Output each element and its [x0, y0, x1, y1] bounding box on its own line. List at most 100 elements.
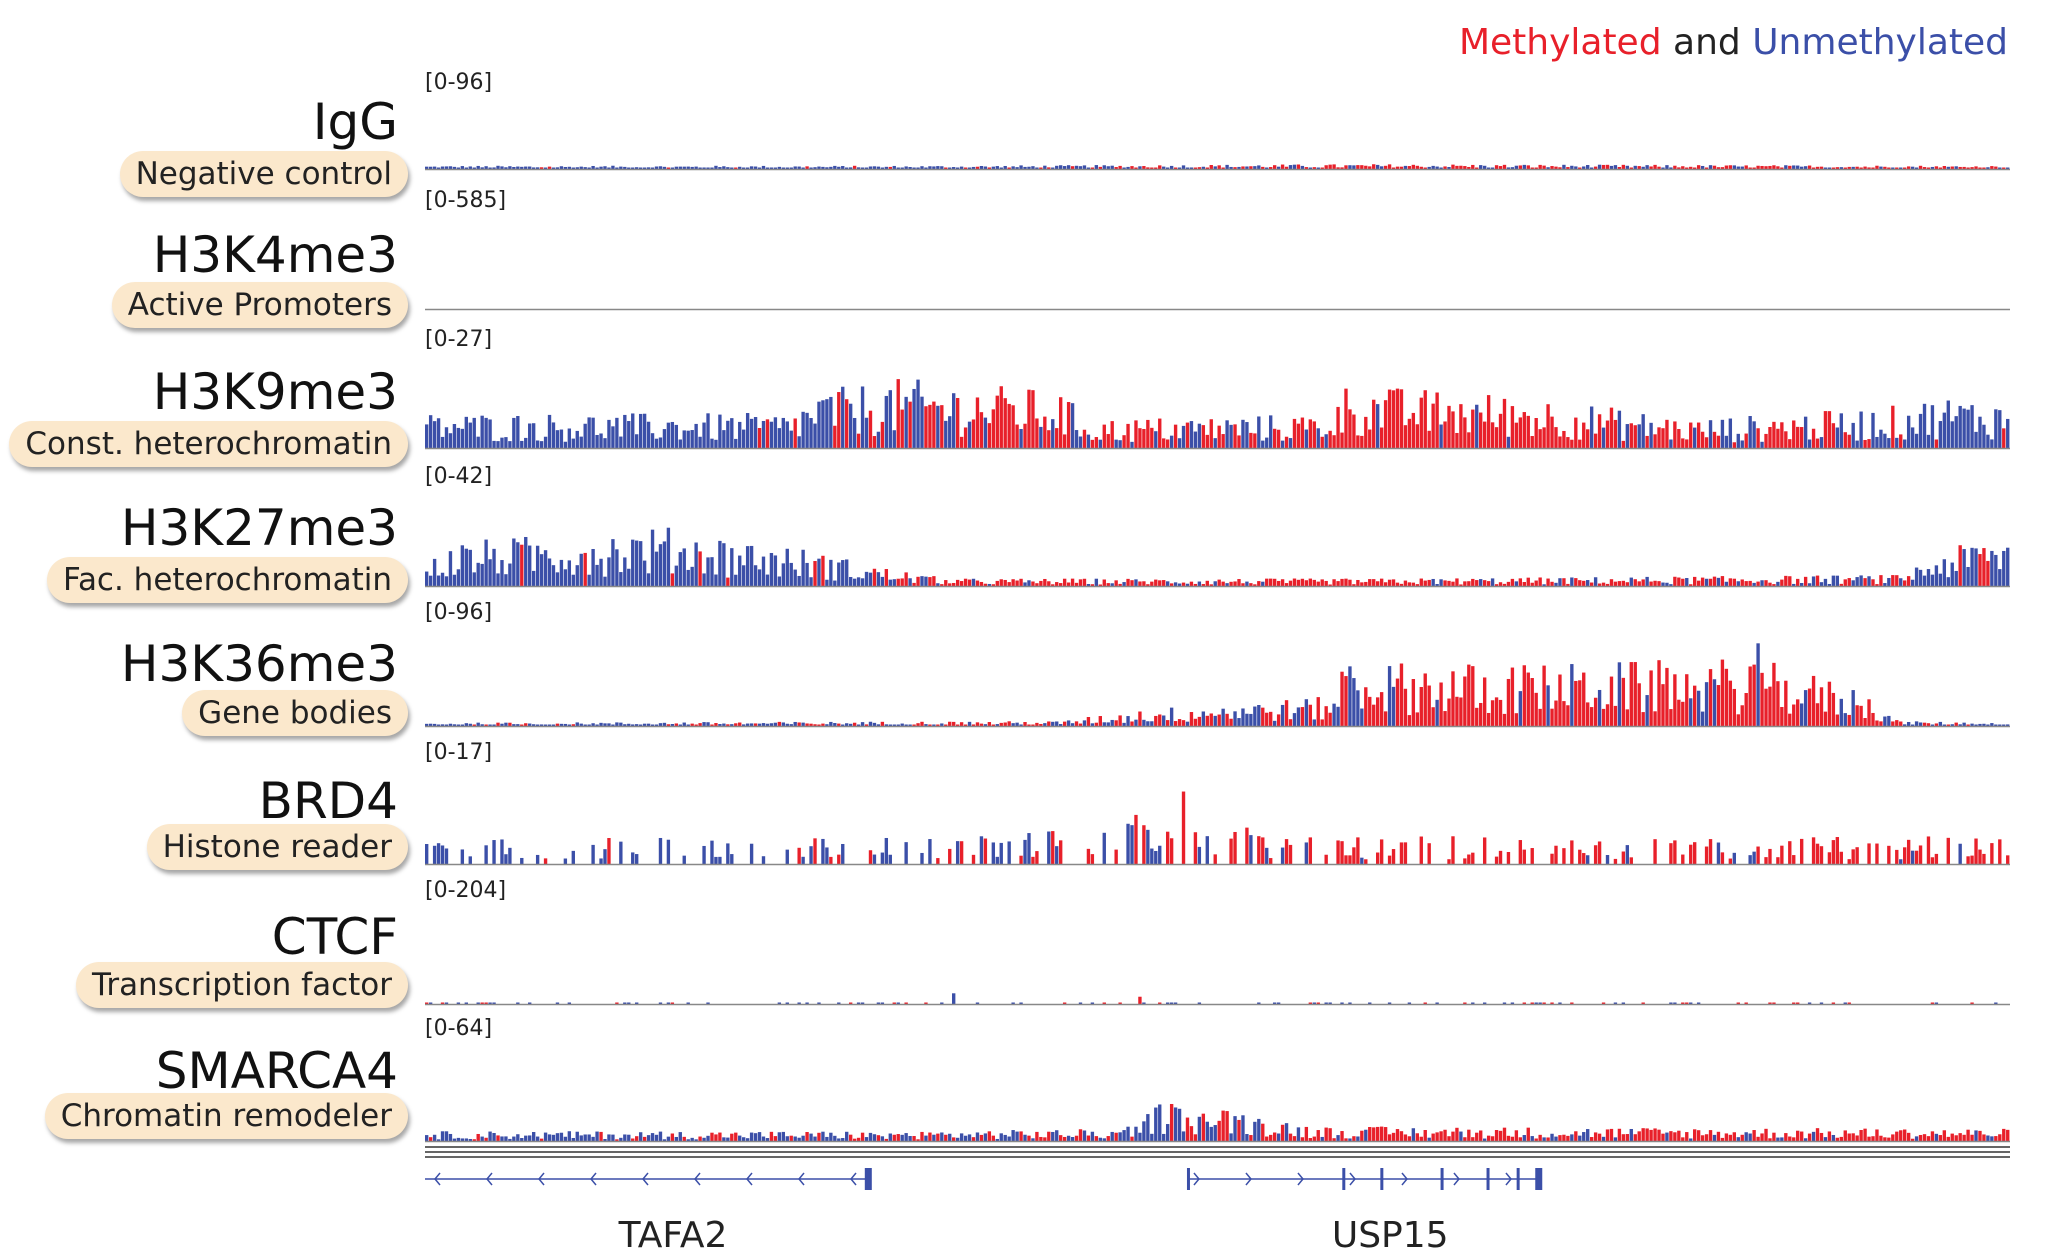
signal-bar: [1609, 1128, 1614, 1141]
signal-bar: [821, 723, 825, 726]
signal-bar: [1970, 405, 1974, 448]
signal-bar: [738, 166, 742, 169]
signal-bar: [963, 724, 968, 726]
signal-bar: [579, 1135, 583, 1141]
signal-bar: [1677, 577, 1681, 586]
signal-bar: [1150, 1133, 1154, 1141]
signal-bar: [745, 546, 750, 586]
signal-bar: [1284, 700, 1289, 726]
signal-bar: [1914, 721, 1919, 726]
signal-bar: [1265, 847, 1269, 864]
signal-bar: [1312, 1136, 1316, 1141]
signal-bar: [1090, 584, 1095, 586]
signal-bar: [1011, 166, 1015, 169]
signal-bar: [1007, 582, 1011, 586]
signal-bar: [1435, 392, 1439, 448]
signal-bar: [1887, 577, 1891, 586]
track-name: BRD4: [258, 772, 398, 830]
signal-bar: [1320, 167, 1324, 169]
signal-bar: [1914, 167, 1919, 169]
signal-bar: [1142, 166, 1146, 169]
signal-bar: [1661, 684, 1665, 726]
signal-bar: [1811, 428, 1816, 448]
signal-bar: [1435, 1132, 1439, 1141]
signal-bar: [1368, 166, 1372, 169]
signal-bar: [876, 1002, 881, 1004]
signal-bar: [1518, 417, 1523, 448]
signal-bar: [948, 848, 952, 864]
signal-bar: [1661, 582, 1665, 586]
signal-bar: [896, 379, 900, 448]
signal-bar: [1918, 722, 1923, 726]
signal-bar: [440, 436, 445, 448]
signal-bar: [1673, 674, 1677, 726]
signal-bar: [1284, 583, 1289, 586]
signal-bar: [1134, 719, 1138, 726]
signal-bar: [884, 395, 889, 448]
signal-bar: [1340, 841, 1344, 864]
signal-bar: [1942, 1130, 1947, 1141]
signal-bar: [829, 1132, 833, 1141]
signal-bar: [1593, 1132, 1598, 1141]
signal-bar: [1582, 853, 1586, 864]
signal-bar: [1906, 1132, 1911, 1141]
signal-bar: [1550, 416, 1554, 448]
signal-bar: [1693, 167, 1697, 169]
signal-bar: [852, 578, 857, 586]
signal-bar: [952, 582, 956, 586]
signal-bar: [745, 723, 750, 726]
signal-bar: [1732, 852, 1736, 864]
signal-bar: [1994, 409, 1998, 448]
signal-bar: [1348, 1002, 1352, 1004]
signal-bar: [1201, 584, 1206, 586]
signal-bar: [444, 166, 449, 169]
signal-bar: [1118, 1132, 1122, 1141]
signal-bar: [1217, 714, 1221, 726]
signal-bar: [971, 578, 976, 586]
signal-bar: [722, 166, 726, 169]
signal-bar: [1752, 582, 1756, 586]
signal-bar: [1383, 582, 1388, 586]
signal-bar: [1150, 167, 1154, 169]
signal-bar: [1546, 167, 1550, 169]
signal-bar: [448, 166, 453, 169]
signal-bar: [1847, 714, 1851, 726]
signal-bar: [1526, 577, 1530, 586]
strand-arrow: [798, 1172, 805, 1186]
signal-bar: [1815, 843, 1820, 864]
signal-bar: [1451, 164, 1455, 169]
signal-bar: [1356, 165, 1360, 169]
signal-bar: [1526, 1127, 1530, 1141]
signal-bar: [1510, 1136, 1515, 1141]
signal-bar: [892, 579, 896, 586]
signal-bar: [571, 167, 575, 169]
signal-bar: [547, 724, 552, 726]
signal-bar: [880, 167, 885, 169]
signal-bar: [1526, 672, 1530, 726]
signal-bar: [1308, 1002, 1313, 1004]
signal-bar: [1558, 436, 1562, 448]
signal-bar: [1799, 703, 1804, 726]
signal-bar: [1657, 581, 1661, 586]
signal-bar: [924, 1002, 928, 1004]
signal-bar: [595, 1131, 599, 1141]
signal-bar: [963, 578, 968, 586]
signal-bar: [1372, 704, 1376, 726]
signal-bar: [1023, 1134, 1027, 1141]
signal-bar: [1292, 578, 1297, 586]
signal-bar: [1431, 165, 1435, 169]
signal-bar: [698, 723, 702, 726]
signal-bar: [1582, 166, 1586, 169]
signal-bar: [512, 724, 516, 726]
signal-bar: [436, 724, 441, 726]
signal-bar: [1823, 1137, 1828, 1141]
signal-bar: [1934, 853, 1939, 864]
signal-bar: [1728, 680, 1733, 726]
signal-bar: [1792, 704, 1796, 726]
signal-bar: [730, 548, 734, 586]
signal-bar: [1558, 674, 1562, 726]
signal-bar: [539, 441, 544, 448]
signal-bar: [1906, 166, 1911, 169]
signal-bar: [1843, 713, 1847, 726]
track-h3k27me3: [425, 527, 2010, 588]
